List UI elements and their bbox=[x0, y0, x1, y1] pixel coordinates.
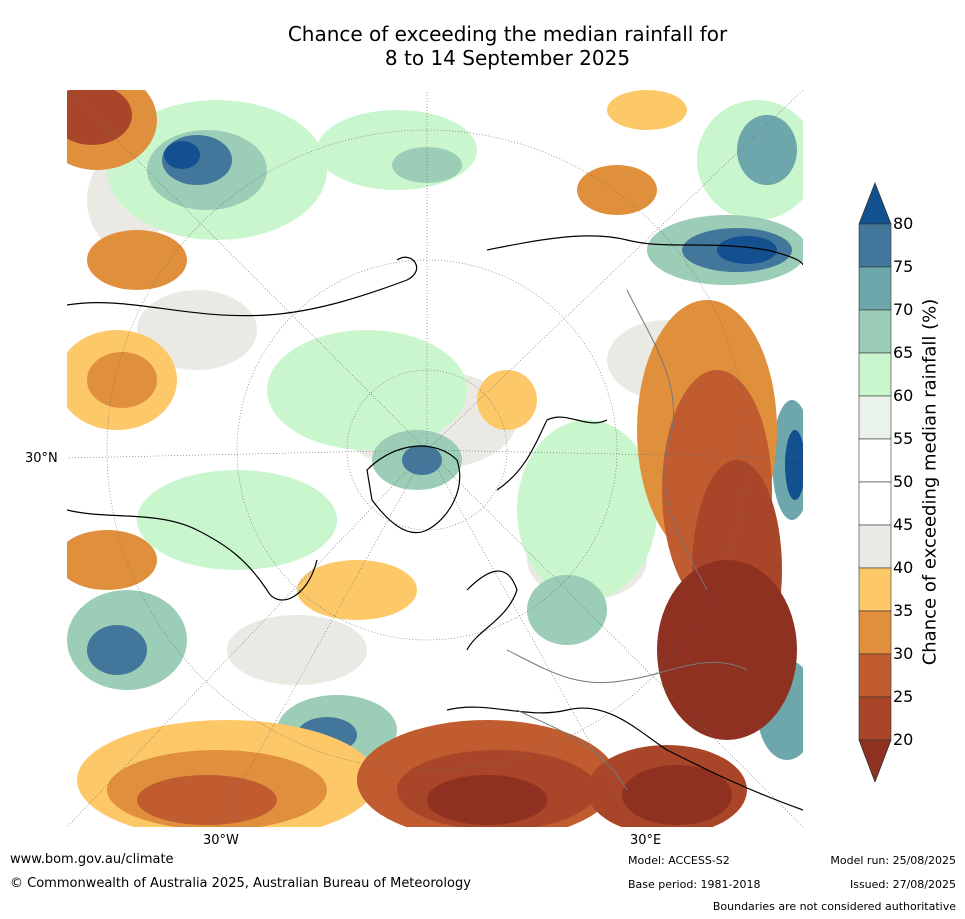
colorbar bbox=[858, 181, 892, 784]
colorbar-segment bbox=[858, 352, 892, 397]
colorbar-tick-label: 20 bbox=[893, 730, 914, 749]
longitude-label-30e: 30°E bbox=[630, 833, 662, 848]
issued-label: Issued: 27/08/2025 bbox=[849, 878, 956, 891]
bom-url-link[interactable]: www.bom.gov.au/climate bbox=[10, 852, 174, 867]
model-label: Model: ACCESS-S2 bbox=[628, 854, 730, 867]
map-borders bbox=[506, 289, 748, 791]
map-shading-wet bbox=[67, 100, 803, 765]
colorbar-tick-label: 35 bbox=[893, 601, 914, 620]
colorbar-segment bbox=[858, 653, 892, 698]
colorbar-tick-label: 40 bbox=[893, 558, 914, 577]
map-shading-dry bbox=[67, 90, 797, 827]
map-title: Chance of exceeding the median rainfall … bbox=[180, 22, 835, 70]
colorbar-segment bbox=[858, 481, 892, 526]
colorbar-segment bbox=[858, 524, 892, 569]
map-graticule bbox=[67, 90, 803, 827]
colorbar-tick-label: 75 bbox=[893, 257, 914, 276]
colorbar-tick-label: 45 bbox=[893, 515, 914, 534]
longitude-label-30w: 30°W bbox=[203, 833, 239, 848]
colorbar-tick-label: 25 bbox=[893, 687, 914, 706]
colorbar-segment bbox=[858, 696, 892, 741]
colorbar-segment bbox=[858, 395, 892, 440]
disclaimer-text: Boundaries are not considered authoritat… bbox=[712, 900, 956, 913]
colorbar-tick-label: 60 bbox=[893, 386, 914, 405]
rainfall-probability-map[interactable] bbox=[67, 90, 803, 827]
model-run-label: Model run: 25/08/2025 bbox=[830, 854, 956, 867]
colorbar-extend-high bbox=[858, 181, 892, 225]
colorbar-segment bbox=[858, 223, 892, 268]
map-title-line2: 8 to 14 September 2025 bbox=[384, 46, 631, 70]
colorbar-segment bbox=[858, 567, 892, 612]
colorbar-tick-label: 65 bbox=[893, 343, 914, 362]
colorbar-title-text: Chance of exceeding median rainfall (%) bbox=[919, 298, 941, 666]
copyright-text: © Commonwealth of Australia 2025, Austra… bbox=[10, 876, 471, 891]
colorbar-segment bbox=[858, 309, 892, 354]
colorbar-segment bbox=[858, 266, 892, 311]
colorbar-tick-label: 55 bbox=[893, 429, 914, 448]
colorbar-tick-label: 30 bbox=[893, 644, 914, 663]
latitude-label-30n: 30°N bbox=[25, 451, 58, 466]
map-coastlines bbox=[67, 235, 803, 811]
base-period-label: Base period: 1981-2018 bbox=[628, 878, 761, 891]
colorbar-tick-label: 50 bbox=[893, 472, 914, 491]
colorbar-segment bbox=[858, 610, 892, 655]
colorbar-tick-label: 80 bbox=[893, 214, 914, 233]
colorbar-extend-low bbox=[858, 739, 892, 784]
colorbar-segment bbox=[858, 438, 892, 483]
map-title-line1: Chance of exceeding the median rainfall … bbox=[287, 22, 728, 46]
colorbar-tick-label: 70 bbox=[893, 300, 914, 319]
